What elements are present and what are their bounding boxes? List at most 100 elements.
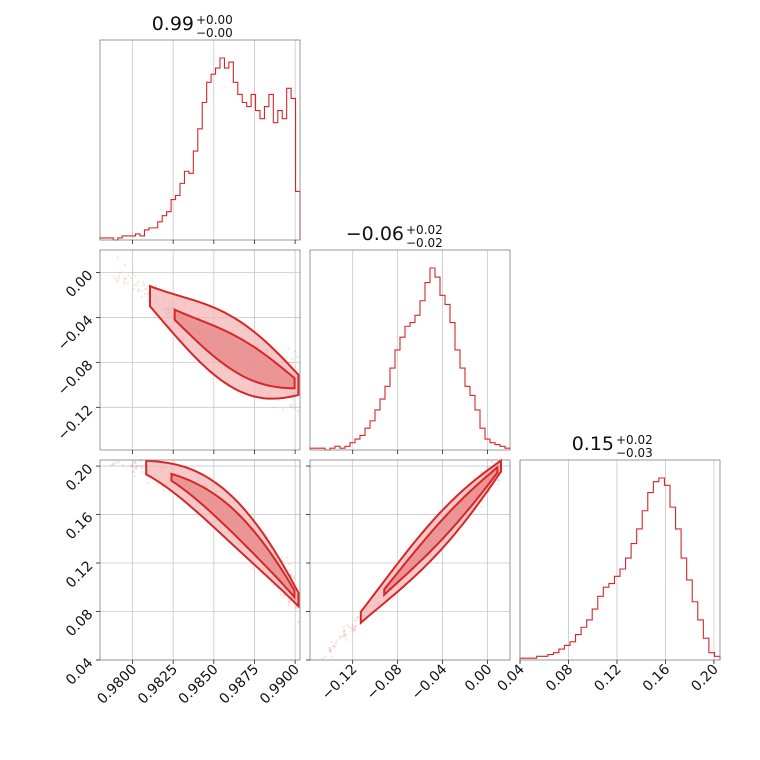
x-tick-label: 0.20	[688, 662, 721, 695]
sample-point	[348, 625, 351, 628]
scatter-frame-p2_vs_p1	[309, 459, 511, 661]
sample-point	[127, 274, 130, 277]
sample-point	[335, 639, 338, 642]
sample-point	[132, 287, 135, 291]
density-contour	[149, 284, 300, 400]
sample-point	[327, 646, 330, 650]
param-title-upper-2: +0.02	[616, 433, 653, 447]
sample-point	[292, 577, 295, 580]
x-tick-label: 0.16	[640, 661, 673, 694]
sample-point	[123, 263, 127, 267]
sample-point	[328, 649, 332, 653]
sample-point	[291, 398, 294, 401]
sample-point	[288, 600, 291, 604]
sample-point	[328, 649, 332, 652]
sample-point	[131, 465, 135, 468]
density-fill	[384, 467, 498, 595]
param-title-lower-1: −0.02	[406, 236, 443, 250]
sample-point	[491, 461, 494, 464]
sample-point	[132, 470, 135, 474]
sample-point	[117, 460, 120, 464]
sample-point	[147, 481, 150, 484]
sample-point	[136, 464, 139, 468]
sample-point	[346, 623, 349, 627]
sample-point	[134, 465, 138, 468]
sample-point	[123, 280, 126, 283]
param-title-upper-1: +0.02	[406, 223, 443, 237]
sample-point	[288, 603, 291, 607]
sample-point	[140, 470, 144, 474]
sample-point	[113, 461, 117, 464]
sample-point	[287, 347, 290, 351]
density-contour	[173, 308, 296, 390]
sample-point	[284, 357, 288, 360]
sample-point	[292, 575, 295, 578]
sample-point	[349, 627, 352, 630]
y-tick-label: 0.08	[63, 607, 96, 640]
sample-point	[334, 642, 337, 645]
histogram-frame-0	[99, 39, 301, 241]
sample-point	[124, 278, 127, 281]
param-title-1: −0.06	[346, 223, 404, 245]
sample-point	[139, 464, 142, 468]
x-tick-label: −0.04	[409, 661, 451, 703]
sample-point	[329, 650, 332, 654]
sample-point	[343, 633, 347, 636]
sample-point	[123, 277, 127, 280]
sample-point	[272, 584, 275, 587]
sample-point	[290, 405, 293, 408]
y-tick-label: −0.12	[55, 402, 97, 444]
sample-point	[342, 629, 346, 632]
sample-point	[111, 462, 115, 466]
sample-point	[109, 464, 113, 467]
sample-point	[134, 275, 137, 278]
sample-point	[342, 631, 346, 634]
param-title-lower-0: −0.00	[196, 26, 233, 40]
density-fill	[174, 309, 295, 389]
sample-point	[324, 656, 327, 659]
sample-point	[143, 292, 147, 296]
sample-point	[135, 283, 138, 286]
x-tick-label: 0.9800	[94, 662, 140, 708]
sample-point	[136, 280, 140, 283]
histogram-1	[309, 267, 511, 451]
sample-point	[251, 567, 254, 570]
sample-point	[288, 599, 291, 603]
sample-point	[355, 619, 358, 622]
sample-point	[137, 288, 140, 291]
sample-point	[353, 629, 357, 632]
sample-point	[141, 464, 144, 467]
sample-point	[340, 635, 343, 638]
sample-point	[133, 475, 136, 478]
scatter-frame-p1_vs_p0	[99, 249, 301, 451]
sample-point	[140, 289, 143, 293]
sample-point	[294, 349, 297, 353]
sample-point	[338, 637, 342, 640]
sample-point	[351, 624, 354, 627]
sample-point	[289, 404, 292, 407]
y-tick-label: −0.08	[55, 357, 97, 399]
sample-point	[479, 471, 483, 474]
sample-point	[118, 271, 122, 274]
sample-point	[132, 271, 135, 274]
sample-point	[130, 464, 133, 467]
sample-point	[133, 283, 136, 287]
sample-point	[285, 556, 289, 559]
sample-point	[141, 466, 144, 470]
sample-point	[480, 505, 483, 508]
sample-point	[132, 462, 135, 465]
scatter-frame-p2_vs_p0	[99, 459, 301, 661]
sample-point	[345, 638, 348, 641]
sample-point	[343, 629, 346, 633]
sample-point	[496, 479, 500, 482]
x-tick-label: 0.9825	[135, 662, 181, 708]
y-tick-label: 0.12	[63, 558, 96, 591]
sample-point	[282, 596, 285, 599]
sample-point	[121, 463, 124, 466]
sample-point	[162, 489, 165, 492]
sample-point	[123, 282, 126, 286]
sample-point	[146, 292, 149, 296]
x-tick-label: 0.9850	[176, 662, 222, 708]
sample-point	[134, 461, 137, 464]
